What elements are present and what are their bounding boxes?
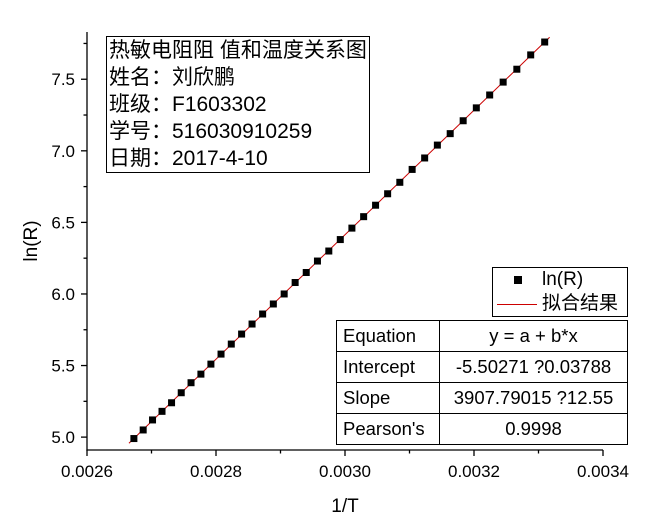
data-point — [325, 247, 333, 255]
y-tick-label: 7.0 — [51, 142, 75, 161]
annotation-student-id-line: 学号：516030910259 — [109, 120, 313, 143]
data-point — [238, 330, 246, 338]
legend-label-fit: 拟合结果 — [542, 293, 619, 314]
fit-param-value: 0.9998 — [439, 413, 628, 445]
data-point — [372, 201, 380, 209]
data-point — [541, 38, 549, 46]
y-tick-label: 5.0 — [51, 428, 75, 447]
fit-param-value: y = a + b*x — [439, 320, 628, 352]
annotation-date-line: 日期：2017-4-10 — [109, 147, 268, 170]
fit-row-equation: Equation y = a + b*x — [336, 320, 628, 352]
data-point — [336, 236, 344, 244]
data-point — [187, 379, 195, 387]
y-axis-title: ln(R) — [21, 220, 42, 261]
data-point — [527, 51, 535, 59]
data-point — [513, 65, 521, 73]
data-point — [269, 300, 277, 308]
data-point — [139, 426, 147, 434]
y-tick-label: 7.5 — [51, 70, 75, 89]
data-point — [130, 435, 138, 443]
fit-param-name: Equation — [336, 320, 440, 352]
annotation-class-line: 班级：F1603302 — [109, 93, 267, 116]
legend-label-data: ln(R) — [542, 269, 584, 290]
x-tick-label: 0.0030 — [319, 462, 371, 481]
data-point — [384, 190, 392, 198]
data-point — [227, 340, 235, 348]
fit-results-table: Equation y = a + b*x Intercept -5.50271 … — [336, 320, 628, 445]
y-tick-label: 6.0 — [51, 285, 75, 304]
data-point — [248, 320, 256, 328]
annotation-name-line: 姓名：刘欣鹏 — [109, 66, 235, 89]
data-point — [313, 257, 321, 265]
data-point — [446, 130, 454, 138]
fit-row-intercept: Intercept -5.50271 ?0.03788 — [336, 351, 628, 383]
x-tick-label: 0.0026 — [61, 462, 113, 481]
fit-row-slope: Slope 3907.79015 ?12.55 — [336, 382, 628, 414]
tick-marks: 0.0026 0.0028 0.0030 0.0032 0.0034 5.0 5.5 6.0 6… — [51, 42, 629, 481]
y-tick-label: 5.5 — [51, 357, 75, 376]
data-point — [396, 178, 404, 186]
data-point — [360, 213, 368, 221]
legend-square-marker-icon — [514, 276, 522, 284]
data-point — [168, 399, 176, 407]
data-point — [177, 389, 185, 397]
x-tick-label: 0.0034 — [577, 462, 629, 481]
data-point — [459, 117, 467, 125]
data-point — [291, 279, 299, 287]
data-point — [499, 78, 507, 86]
data-point — [408, 165, 416, 173]
data-point — [421, 154, 429, 162]
legend-item-data: ln(R) — [493, 268, 627, 292]
data-point — [149, 416, 157, 424]
legend-line-icon — [497, 304, 537, 305]
annotation-title-line: 热敏电阻阻 值和温度关系图 — [109, 39, 367, 62]
data-point — [197, 370, 205, 378]
annotation-textbox: 热敏电阻阻 值和温度关系图 姓名：刘欣鹏 班级：F1603302 学号：5160… — [106, 36, 370, 173]
data-point — [472, 104, 480, 112]
x-tick-label: 0.0032 — [448, 462, 500, 481]
data-point — [259, 310, 267, 318]
fit-param-value: 3907.79015 ?12.55 — [439, 382, 628, 414]
fit-row-pearson: Pearson's 0.9998 — [336, 413, 628, 445]
x-axis-title: 1/T — [331, 496, 359, 517]
data-points — [130, 38, 549, 443]
x-tick-label: 0.0028 — [190, 462, 242, 481]
data-point — [348, 224, 356, 232]
legend-item-fit: 拟合结果 — [493, 292, 627, 316]
data-point — [207, 360, 215, 368]
data-point — [302, 268, 310, 276]
data-point — [217, 350, 225, 358]
data-point — [433, 141, 441, 149]
fit-param-name: Pearson's — [336, 413, 440, 445]
fit-param-value: -5.50271 ?0.03788 — [439, 351, 628, 383]
legend: ln(R) 拟合结果 — [492, 267, 628, 317]
fit-param-name: Slope — [336, 382, 440, 414]
data-point — [280, 290, 288, 298]
data-point — [158, 407, 166, 415]
y-tick-label: 6.5 — [51, 213, 75, 232]
data-point — [486, 91, 494, 99]
fit-param-name: Intercept — [336, 351, 440, 383]
